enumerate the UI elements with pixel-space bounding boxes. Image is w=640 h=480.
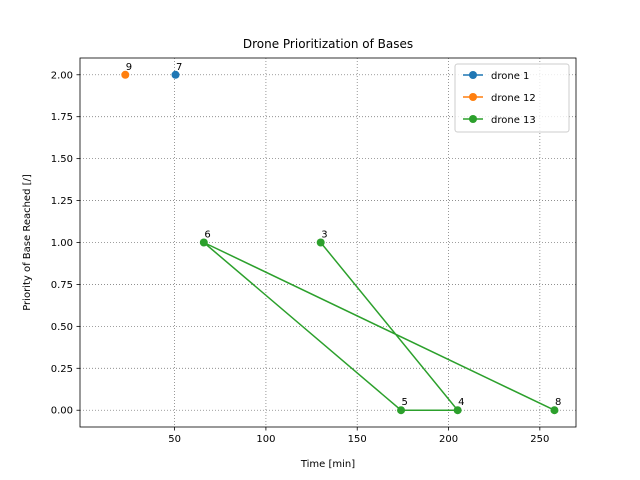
series-drone-13: 3 4 5 6 8 [199, 230, 561, 415]
data-point [316, 238, 325, 247]
y-tick-label: 1.50 [51, 154, 73, 165]
series-drone-12: 9 [121, 62, 132, 79]
legend: drone 1 drone 12 drone 13 [454, 63, 570, 133]
x-axis: 50 100 150 200 250 [168, 427, 549, 445]
data-point [453, 406, 462, 415]
data-point [121, 70, 130, 79]
y-axis-label: Priority of Base Reached [/] [22, 174, 33, 311]
y-tick-label: 0.25 [51, 364, 73, 375]
y-tick-label: 1.00 [51, 238, 73, 249]
chart-title: Drone Prioritization of Bases [243, 37, 413, 51]
legend-label: drone 1 [491, 71, 529, 82]
data-point [171, 70, 180, 79]
point-label: 7 [176, 62, 182, 73]
legend-marker [469, 115, 477, 123]
x-tick-label: 150 [348, 434, 367, 445]
y-tick-label: 2.00 [51, 70, 73, 81]
point-label: 8 [555, 397, 561, 408]
point-label: 6 [204, 230, 210, 241]
point-label: 4 [458, 397, 464, 408]
y-tick-label: 1.75 [51, 112, 73, 123]
series-drone-1: 7 [171, 62, 182, 79]
legend-box [454, 63, 570, 133]
legend-item: drone 13 [463, 115, 536, 126]
legend-marker [469, 71, 477, 79]
legend-item: drone 12 [463, 93, 536, 104]
point-label: 5 [402, 397, 408, 408]
x-tick-label: 100 [256, 434, 275, 445]
x-tick-label: 250 [530, 434, 549, 445]
data-point [397, 406, 406, 415]
legend-label: drone 12 [491, 93, 536, 104]
legend-item: drone 1 [463, 71, 529, 82]
y-tick-label: 0.00 [51, 406, 73, 417]
y-axis: 0.00 0.25 0.50 0.75 1.00 1.25 1.50 1.75 2.00 [51, 70, 80, 417]
legend-label: drone 13 [491, 115, 536, 126]
data-series: 7 9 3 4 5 6 8 [121, 62, 561, 415]
data-point [199, 238, 208, 247]
y-tick-label: 1.25 [51, 196, 73, 207]
x-tick-label: 200 [439, 434, 458, 445]
legend-marker [469, 93, 477, 101]
x-axis-label: Time [min] [300, 459, 355, 470]
data-point [550, 406, 559, 415]
y-tick-label: 0.75 [51, 280, 73, 291]
x-tick-label: 50 [168, 434, 181, 445]
point-label: 9 [126, 62, 132, 73]
y-tick-label: 0.50 [51, 322, 73, 333]
point-label: 3 [321, 230, 327, 241]
